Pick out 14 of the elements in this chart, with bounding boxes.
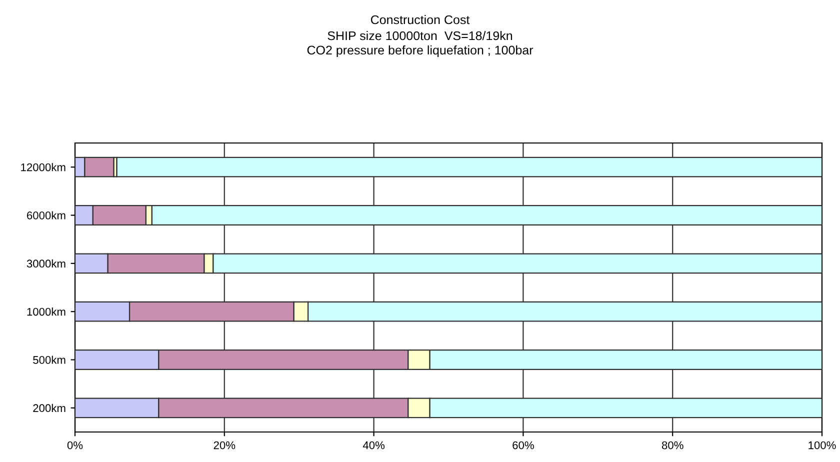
y-tick-label: 1000km xyxy=(27,308,66,316)
chart-subtitle: SHIP size 10000ton VS=18/19kn CO2 pressure before liquefation ; 100bar xyxy=(307,31,534,58)
chart-title: Construction Cost xyxy=(370,15,470,24)
y-tick-label: 200km xyxy=(33,404,66,412)
y-tick-label: 12000km xyxy=(21,163,66,172)
y-tick-label: 6000km xyxy=(27,211,66,220)
y-tick-label: 3000km xyxy=(26,259,66,268)
y-tick-label: 500km xyxy=(33,356,66,364)
x-tick-label: 0% xyxy=(67,441,83,450)
x-tick-label: 60% xyxy=(512,441,534,450)
x-tick-label: 100% xyxy=(808,441,836,450)
x-tick-label: 20% xyxy=(214,441,236,450)
x-tick-label: 80% xyxy=(662,441,684,450)
x-tick-label: 40% xyxy=(362,441,385,450)
